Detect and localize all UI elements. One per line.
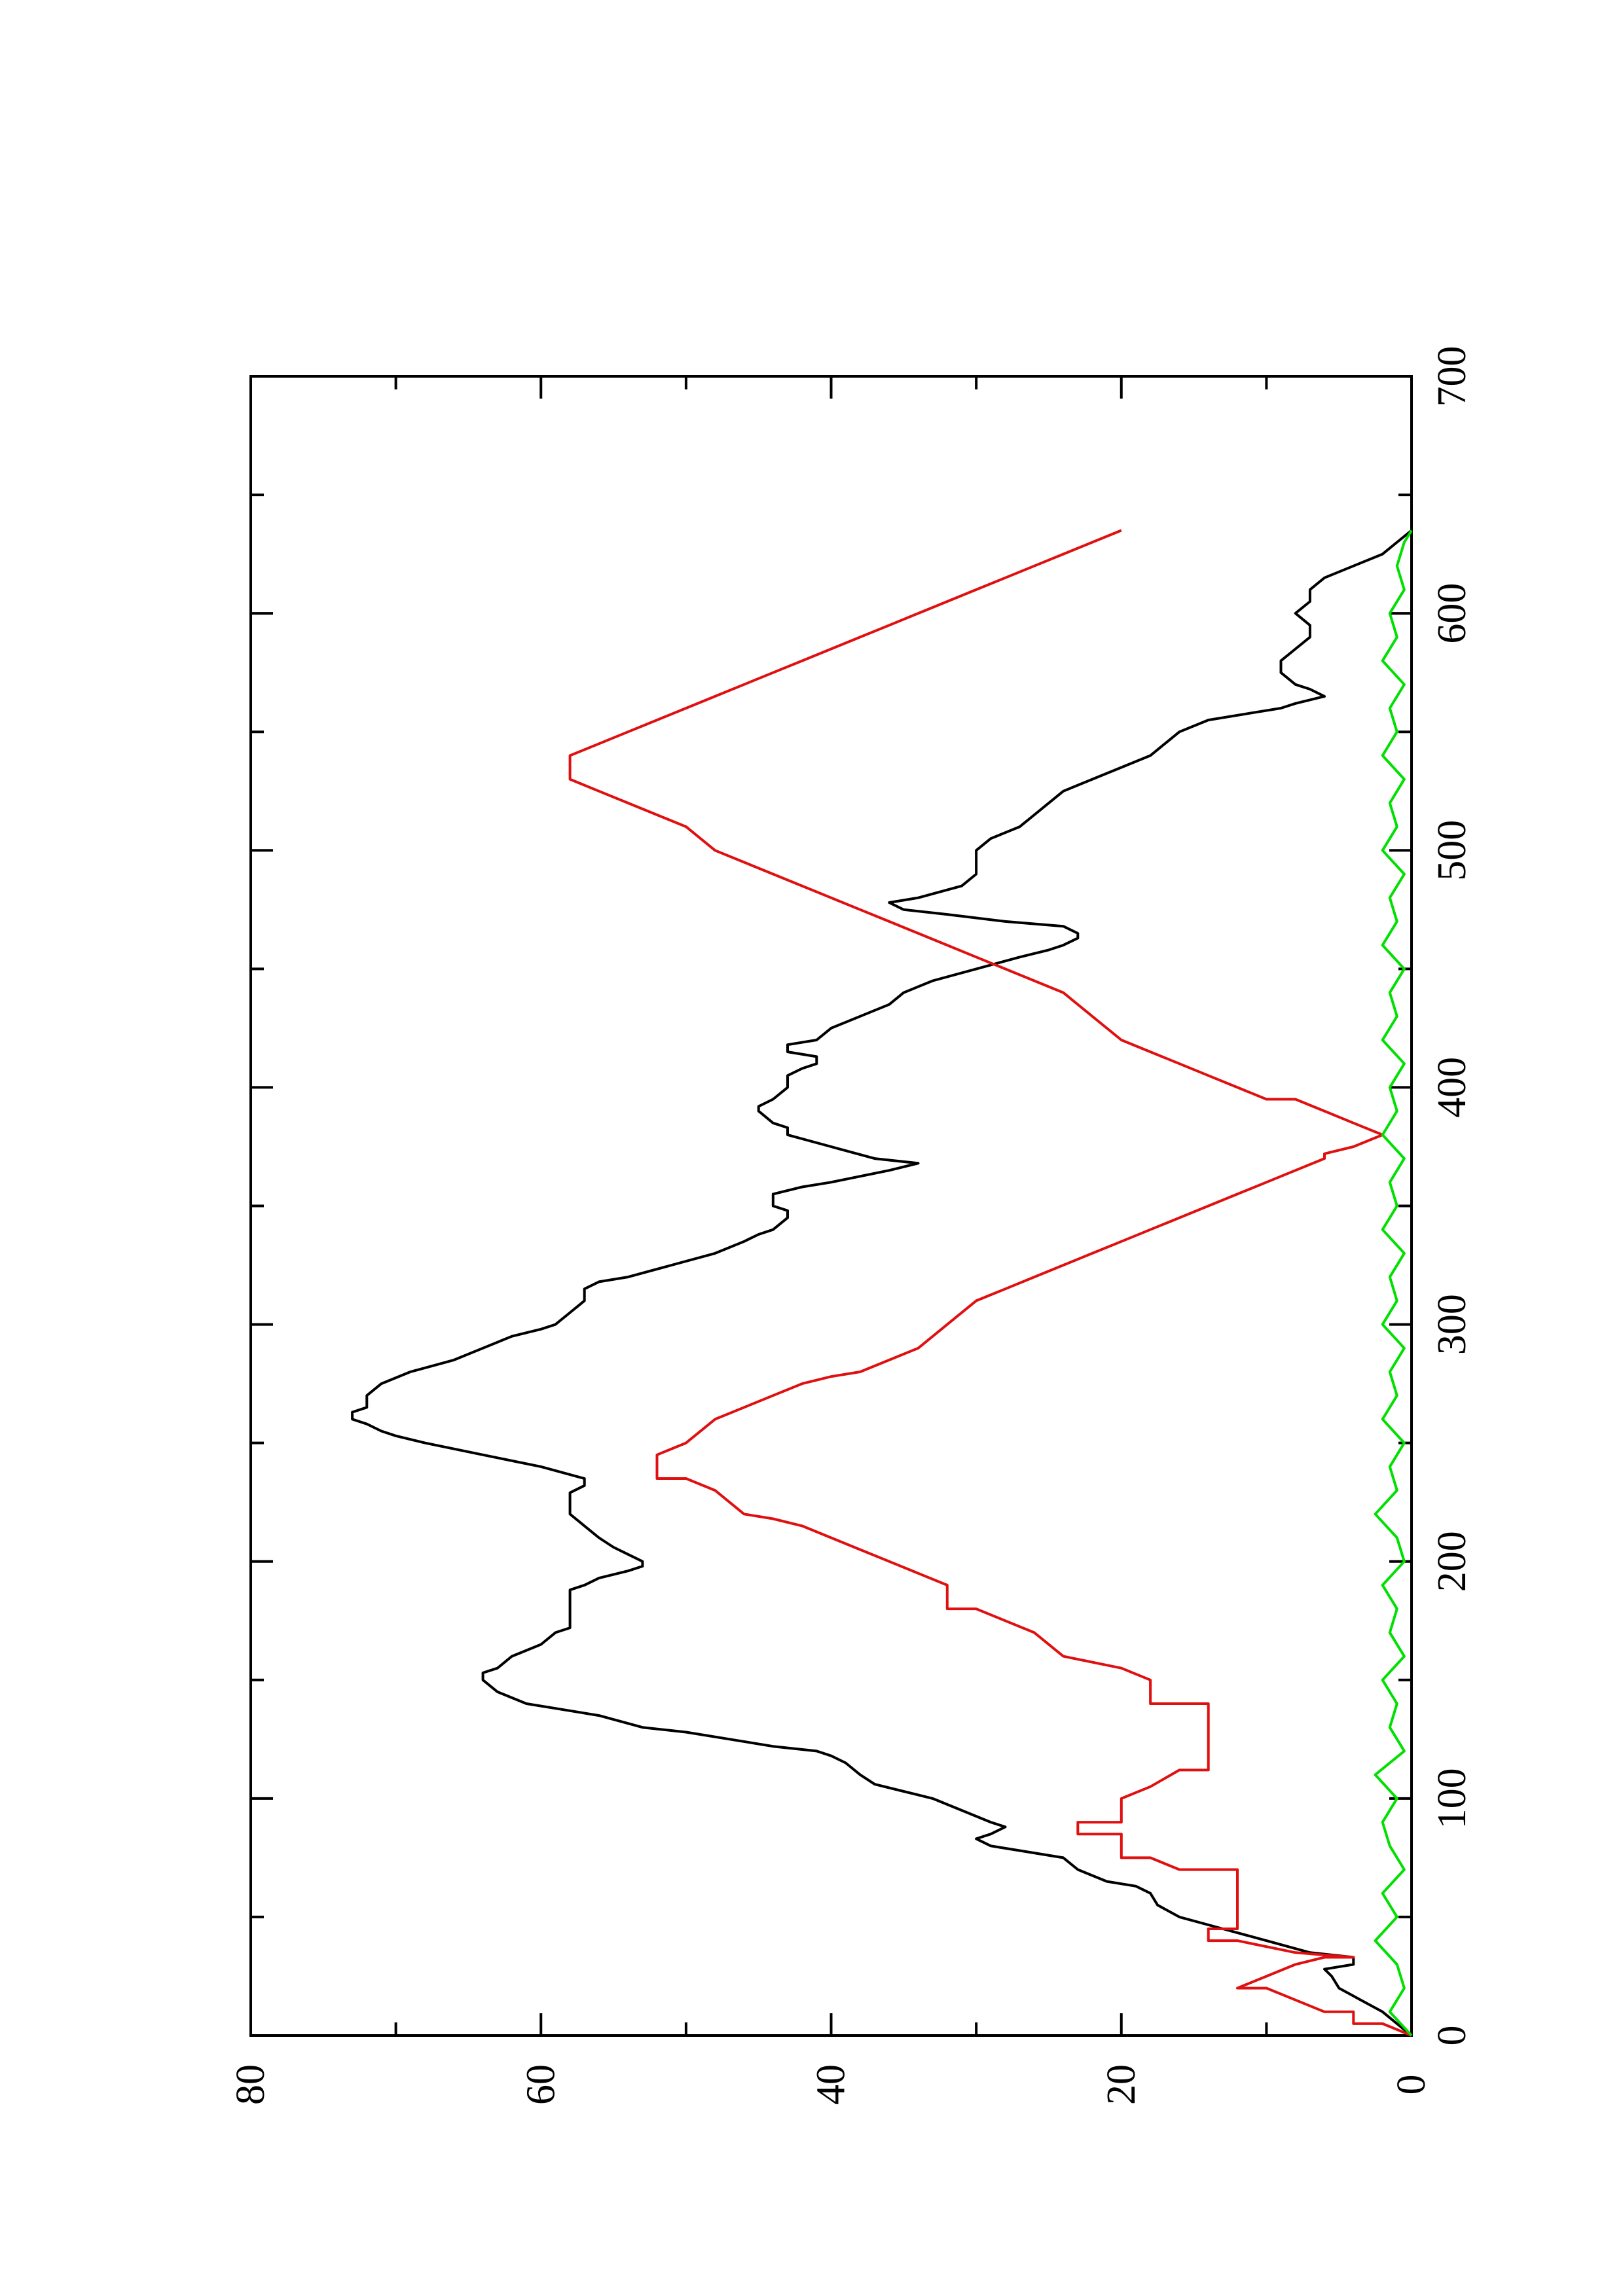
y-tick-label: 60 — [519, 2064, 563, 2105]
plot-frame — [249, 375, 1413, 2037]
y-tick-label: 80 — [228, 2064, 273, 2105]
plot-series — [351, 529, 1413, 2037]
x-tick-label: 600 — [1430, 583, 1474, 644]
series-line-1 — [351, 529, 1413, 2037]
x-tick-label: 700 — [1430, 346, 1474, 407]
tick-labels: 0 100 200 300 400 500 600 700 0 20 40 60 80 — [228, 346, 1474, 2106]
series-line-3 — [1374, 529, 1413, 2037]
x-tick-label: 500 — [1430, 820, 1474, 881]
series-line-2 — [568, 529, 1412, 2037]
x-tick-label: 400 — [1430, 1057, 1474, 1118]
x-tick-label: 200 — [1430, 1531, 1474, 1592]
y-tick-label: 40 — [809, 2064, 854, 2105]
x-tick-label: 300 — [1430, 1294, 1474, 1355]
x-tick-label: 100 — [1430, 1768, 1474, 1829]
y-tick-label: 0 — [1389, 2075, 1434, 2095]
axis-ticks — [249, 375, 1413, 2037]
y-tick-label: 20 — [1099, 2064, 1144, 2105]
x-tick-label: 0 — [1430, 2026, 1474, 2046]
